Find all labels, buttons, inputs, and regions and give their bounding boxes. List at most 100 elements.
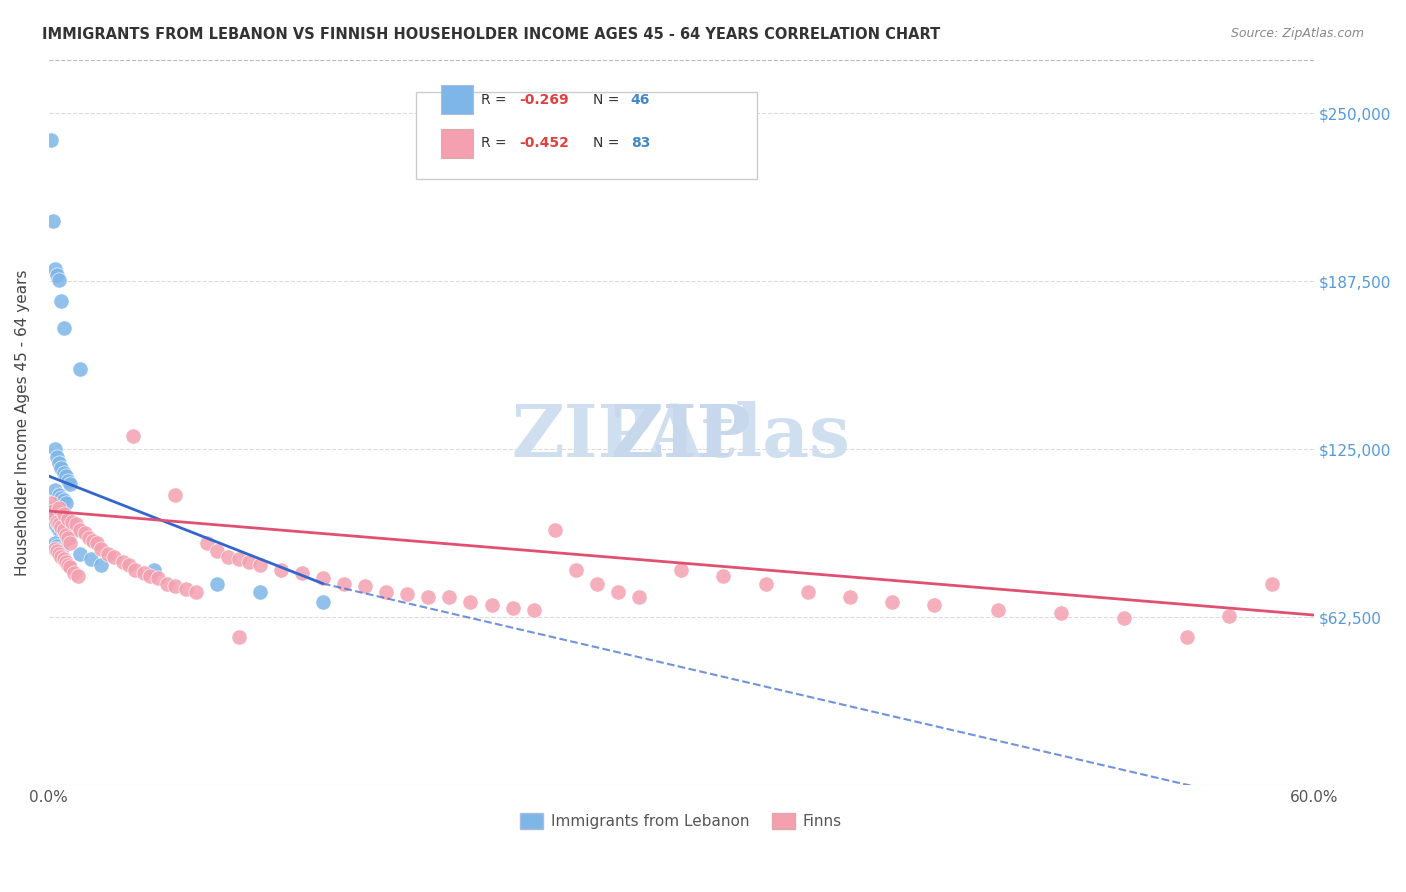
Text: -0.452: -0.452	[519, 136, 569, 150]
Point	[67, 568, 90, 582]
Point	[51, 525, 73, 540]
Point	[56, 531, 79, 545]
Point	[44, 541, 66, 556]
Text: Source: ZipAtlas.com: Source: ZipAtlas.com	[1230, 27, 1364, 40]
Point	[46, 268, 69, 282]
Point	[48, 541, 70, 556]
Point	[44, 509, 66, 524]
Point	[73, 525, 96, 540]
Y-axis label: Householder Income Ages 45 - 64 years: Householder Income Ages 45 - 64 years	[15, 269, 30, 575]
Bar	[441, 85, 472, 114]
Point	[922, 598, 945, 612]
Point	[523, 603, 546, 617]
Point	[1175, 630, 1198, 644]
Point	[52, 552, 75, 566]
Point	[48, 456, 70, 470]
Point	[52, 507, 75, 521]
Point	[333, 576, 356, 591]
Point	[52, 493, 75, 508]
Point	[396, 587, 419, 601]
Point	[48, 523, 70, 537]
Point	[460, 595, 482, 609]
Point	[46, 504, 69, 518]
Point	[249, 558, 271, 572]
Point	[270, 563, 292, 577]
Point	[986, 603, 1008, 617]
Point	[838, 590, 860, 604]
Point	[880, 595, 903, 609]
Point	[59, 477, 82, 491]
Point	[90, 558, 112, 572]
Point	[165, 488, 187, 502]
Point	[354, 579, 377, 593]
Point	[103, 549, 125, 564]
Point	[143, 563, 166, 577]
Point	[52, 523, 75, 537]
Point	[312, 571, 335, 585]
Point	[228, 630, 250, 644]
Point	[148, 571, 170, 585]
Point	[97, 547, 120, 561]
Point	[46, 539, 69, 553]
Point	[69, 547, 91, 561]
Point	[1049, 606, 1071, 620]
Text: N =: N =	[593, 136, 623, 150]
Point	[90, 541, 112, 556]
Point	[46, 517, 69, 532]
Point	[39, 496, 62, 510]
Point	[51, 544, 73, 558]
Point	[52, 467, 75, 481]
Point	[44, 536, 66, 550]
Point	[59, 536, 82, 550]
Point	[174, 582, 197, 596]
Point	[46, 515, 69, 529]
Point	[44, 517, 66, 532]
Point	[55, 528, 77, 542]
Point	[55, 555, 77, 569]
Point	[755, 576, 778, 591]
FancyBboxPatch shape	[416, 92, 758, 179]
Point	[797, 584, 820, 599]
Point	[586, 576, 609, 591]
Point	[312, 595, 335, 609]
Text: N =: N =	[593, 93, 623, 106]
Point	[1112, 611, 1135, 625]
Point	[607, 584, 630, 599]
Point	[713, 568, 735, 582]
Point	[48, 488, 70, 502]
Text: IMMIGRANTS FROM LEBANON VS FINNISH HOUSEHOLDER INCOME AGES 45 - 64 YEARS CORRELA: IMMIGRANTS FROM LEBANON VS FINNISH HOUSE…	[42, 27, 941, 42]
Point	[52, 528, 75, 542]
Point	[44, 262, 66, 277]
Point	[56, 558, 79, 572]
Text: 46: 46	[631, 93, 650, 106]
Point	[628, 590, 651, 604]
Text: 83: 83	[631, 136, 650, 150]
Text: R =: R =	[481, 93, 512, 106]
Bar	[441, 128, 472, 158]
Point	[544, 523, 567, 537]
Point	[55, 496, 77, 510]
Point	[44, 501, 66, 516]
Point	[56, 475, 79, 489]
Point	[48, 547, 70, 561]
Point	[48, 517, 70, 532]
Point	[55, 469, 77, 483]
Point	[207, 576, 229, 591]
Point	[42, 515, 65, 529]
Point	[139, 568, 162, 582]
Point	[59, 528, 82, 542]
Point	[238, 555, 260, 569]
Point	[502, 600, 524, 615]
Point	[118, 558, 141, 572]
Point	[63, 566, 86, 580]
Point	[51, 512, 73, 526]
Point	[77, 531, 100, 545]
Point	[165, 579, 187, 593]
Point	[42, 214, 65, 228]
Point	[82, 533, 104, 548]
Point	[51, 549, 73, 564]
Point	[122, 429, 145, 443]
Point	[46, 544, 69, 558]
Point	[1218, 608, 1240, 623]
Point	[60, 515, 83, 529]
